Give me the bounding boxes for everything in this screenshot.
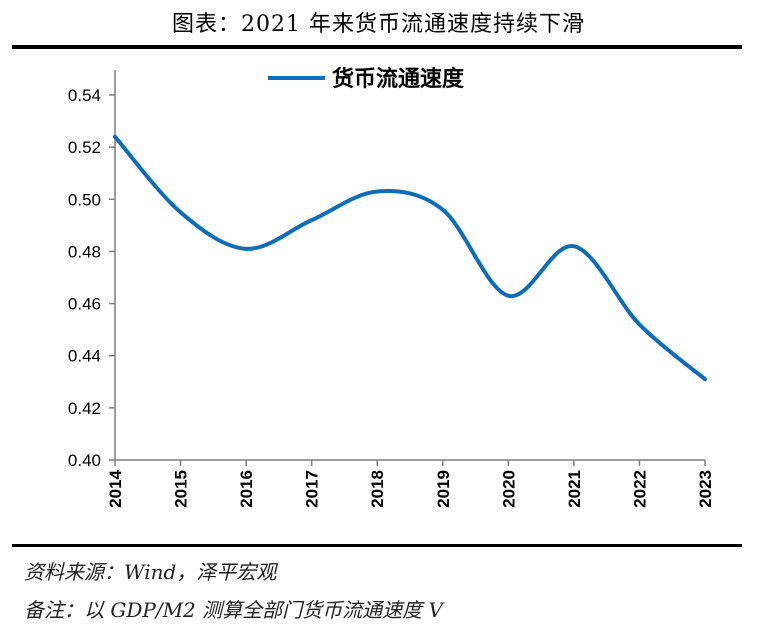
series-line bbox=[113, 134, 707, 382]
chart-title: 图表：2021 年来货币流通速度持续下滑 bbox=[172, 12, 585, 37]
legend-label: 货币流通速度 bbox=[332, 66, 465, 92]
x-tick-label: 2019 bbox=[434, 470, 453, 508]
y-tick-label: 0.46 bbox=[68, 295, 101, 314]
x-tick-label: 2020 bbox=[499, 470, 518, 508]
top-rule bbox=[12, 45, 742, 49]
x-tick-label: 2018 bbox=[368, 470, 387, 508]
bottom-rule bbox=[12, 544, 742, 547]
y-tick-label: 0.50 bbox=[68, 190, 101, 209]
source-note: 资料来源：Wind，泽平宏观 bbox=[24, 560, 277, 584]
x-tick-label: 2014 bbox=[106, 469, 125, 507]
remark-note: 备注：以 GDP/M2 测算全部门货币流通速度 V bbox=[24, 598, 443, 622]
y-tick-label: 0.42 bbox=[68, 399, 101, 418]
x-tick-label: 2022 bbox=[630, 470, 649, 508]
x-tick-label: 2015 bbox=[172, 470, 191, 508]
x-tick-label: 2023 bbox=[696, 470, 715, 508]
x-tick-label: 2017 bbox=[303, 470, 322, 508]
y-tick-label: 0.40 bbox=[68, 451, 101, 470]
x-tick-label: 2016 bbox=[237, 470, 256, 508]
y-tick-label: 0.54 bbox=[68, 86, 101, 105]
x-tick-label: 2021 bbox=[565, 470, 584, 508]
line-chart: 0.40 0.42 0.44 0.46 0.48 0.50 0.52 0.54 2014 2015… bbox=[68, 66, 715, 508]
y-tick-label: 0.48 bbox=[68, 242, 101, 261]
y-tick-label: 0.44 bbox=[68, 347, 101, 366]
y-tick-label: 0.52 bbox=[68, 138, 101, 157]
